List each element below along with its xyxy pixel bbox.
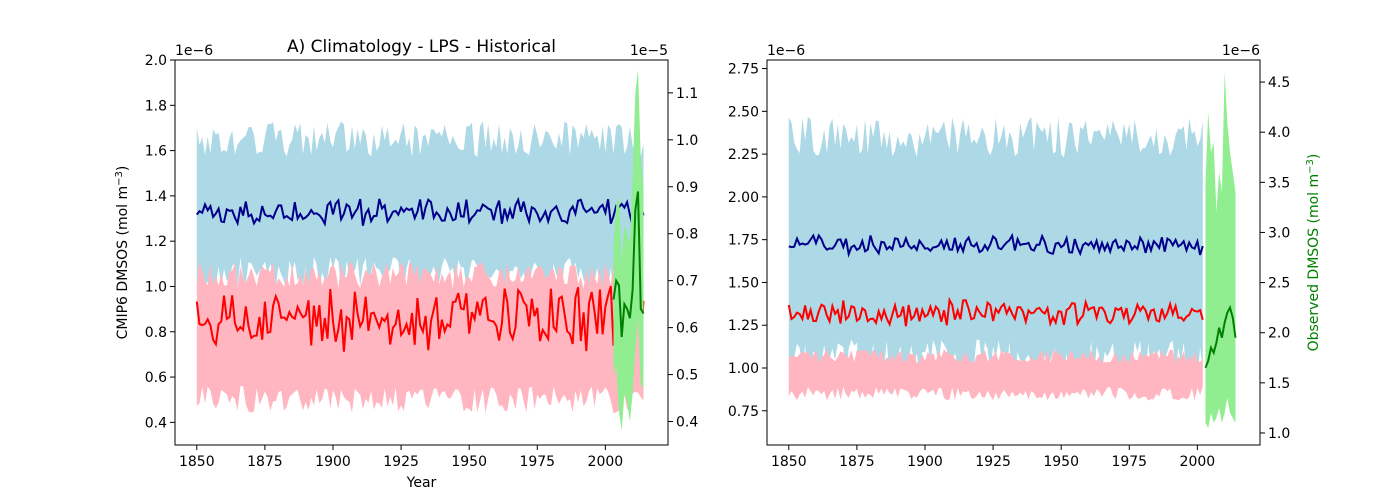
observed-band bbox=[613, 69, 644, 431]
right-offset-text: 1e−6 bbox=[1222, 43, 1260, 59]
axes-frame bbox=[174, 59, 669, 446]
y-right-tick-label: 4.5 bbox=[1268, 75, 1290, 91]
y-right-tick-label: 1.5 bbox=[1268, 376, 1290, 392]
y-left-tick-label: 0.75 bbox=[728, 404, 759, 420]
y-left-axis-label: CMIP6 DMSOS (mol m−3) bbox=[114, 166, 132, 340]
y-right-tick-label: 2.5 bbox=[1268, 276, 1290, 292]
x-tick-label: 1975 bbox=[519, 454, 555, 470]
x-tick-label: 1850 bbox=[771, 454, 807, 470]
y-right-axis-label: Observed DMSOS (mol m−3) bbox=[1305, 154, 1323, 352]
model-band-0 bbox=[196, 121, 644, 293]
model-line-1 bbox=[195, 285, 645, 352]
y-left-tick-label: 0.6 bbox=[145, 370, 167, 386]
left-offset-text: 1e−6 bbox=[175, 43, 213, 59]
y-left-tick-label: 1.8 bbox=[145, 98, 167, 114]
x-axis-label: Year bbox=[406, 475, 437, 491]
observed-band bbox=[1205, 72, 1236, 428]
x-tick-label: 1975 bbox=[1111, 454, 1147, 470]
x-tick-label: 1925 bbox=[383, 454, 419, 470]
x-tick-label: 1875 bbox=[839, 454, 875, 470]
y-right-tick-label: 1.0 bbox=[1268, 426, 1290, 442]
x-tick-label: 2000 bbox=[1180, 454, 1216, 470]
y-left-tick-label: 0.8 bbox=[145, 325, 167, 341]
y-left-tick-label: 1.6 bbox=[145, 144, 167, 160]
model-line-1 bbox=[787, 296, 1204, 328]
y-right-tick-label: 4.0 bbox=[1268, 125, 1290, 141]
axes-frame bbox=[766, 59, 1261, 446]
y-left-tick-label: 1.50 bbox=[728, 275, 759, 291]
y-left-tick-label: 1.75 bbox=[728, 233, 759, 249]
x-tick-label: 1900 bbox=[315, 454, 351, 470]
model-band-1 bbox=[788, 349, 1203, 401]
y-left-tick-label: 2.00 bbox=[728, 190, 759, 206]
y-right-tick-label: 0.9 bbox=[676, 180, 698, 196]
y-right-tick-label: 0.8 bbox=[676, 227, 698, 243]
y-right-tick-label: 1.1 bbox=[676, 86, 698, 102]
y-right-tick-label: 2.0 bbox=[1268, 326, 1290, 342]
y-left-tick-label: 1.4 bbox=[145, 189, 167, 205]
x-tick-label: 1875 bbox=[247, 454, 283, 470]
y-right-tick-label: 0.4 bbox=[676, 415, 698, 431]
y-right-tick-label: 0.7 bbox=[676, 274, 698, 290]
observed-line bbox=[612, 191, 645, 338]
y-right-tick-label: 0.6 bbox=[676, 321, 698, 337]
model-line-0 bbox=[196, 196, 645, 227]
y-right-tick-label: 1.0 bbox=[676, 133, 698, 149]
y-right-tick-label: 3.5 bbox=[1268, 175, 1290, 191]
y-right-tick-label: 0.5 bbox=[676, 368, 698, 384]
y-left-tick-label: 1.2 bbox=[145, 234, 167, 250]
x-tick-label: 1850 bbox=[179, 454, 215, 470]
x-tick-label: 1950 bbox=[451, 454, 487, 470]
x-tick-label: 2000 bbox=[588, 454, 624, 470]
y-left-tick-label: 0.4 bbox=[145, 415, 167, 431]
y-right-tick-label: 3.0 bbox=[1268, 225, 1290, 241]
observed-line bbox=[1204, 304, 1237, 369]
x-tick-label: 1950 bbox=[1043, 454, 1079, 470]
chart-title: A) Climatology - LPS - Historical bbox=[287, 37, 556, 57]
y-left-tick-label: 1.00 bbox=[728, 361, 759, 377]
y-left-tick-label: 1.0 bbox=[145, 279, 167, 295]
panel-b: 1850 1875 1900 1925 1950 1975 2000 0.75 1.00 1.25… bbox=[728, 43, 1322, 470]
x-tick-label: 1900 bbox=[907, 454, 943, 470]
y-left-tick-label: 2.50 bbox=[728, 104, 759, 120]
model-line-0 bbox=[788, 232, 1204, 258]
y-left-tick-label: 2.75 bbox=[728, 62, 759, 78]
left-offset-text: 1e−6 bbox=[767, 43, 805, 59]
panel-a: 1850 1875 1900 1925 1950 1975 2000 0.4 0.6 0.8 1.0… bbox=[114, 37, 699, 491]
y-left-tick-label: 2.0 bbox=[145, 53, 167, 69]
x-tick-label: 1925 bbox=[975, 454, 1011, 470]
y-left-tick-label: 1.25 bbox=[728, 318, 759, 334]
y-left-tick-label: 2.25 bbox=[728, 147, 759, 163]
right-offset-text: 1e−5 bbox=[630, 43, 668, 59]
